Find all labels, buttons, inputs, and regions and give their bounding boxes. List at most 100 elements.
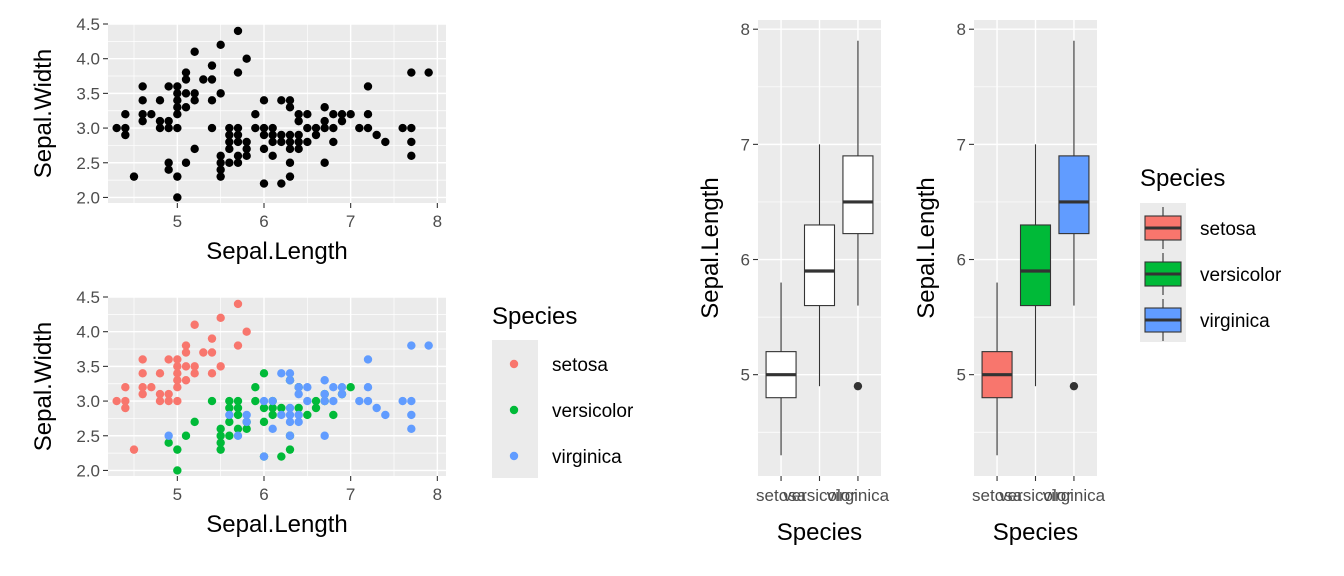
data-point-sepal [155,123,165,133]
data-point-virginica [268,424,277,434]
legend-label-setosa: setosa [552,355,608,376]
data-point-sepal [285,96,295,105]
data-point-sepal [285,103,295,112]
data-point-virginica [285,403,295,413]
y-tick-label: 6 [741,251,750,270]
data-point-versicolor [277,403,286,413]
outlier-point-virginica [853,381,863,391]
data-point-setosa [216,362,225,371]
y-tick-label: 2.0 [76,188,100,207]
box-virginica [842,155,874,235]
data-point-versicolor [181,431,191,440]
data-point-sepal [277,96,286,105]
data-point-versicolor [311,396,321,406]
data-point-versicolor [303,410,312,420]
data-point-virginica [294,410,303,420]
data-point-virginica [242,410,251,420]
data-point-setosa [155,389,165,399]
data-point-virginica [268,396,277,406]
data-point-sepal [259,96,269,105]
legend-label-virginica: virginica [552,447,622,468]
y-tick-label: 4.0 [76,50,100,69]
x-tick-label-versicolor: versicolor [783,486,856,505]
data-point-setosa [164,355,173,364]
data-point-sepal [294,144,303,154]
data-point-virginica [277,369,286,378]
legend-title: Species [1140,165,1225,192]
data-point-versicolor [225,396,234,406]
data-point-sepal [294,137,303,147]
data-point-setosa [129,445,139,454]
panel-background [108,297,446,476]
data-point-versicolor [251,382,260,392]
data-point-sepal [155,116,165,126]
data-point-setosa [181,341,191,350]
y-axis-title: Sepal.Width [30,322,57,451]
x-tick-label: 7 [346,485,355,504]
data-point-setosa [121,403,130,413]
data-point-sepal [216,165,225,174]
x-axis-title: Species [777,519,862,546]
data-point-versicolor [233,396,243,406]
x-axis-title: Sepal.Length [206,511,347,538]
data-point-sepal [294,130,303,140]
y-tick-label: 7 [741,135,750,154]
data-point-virginica [294,417,303,427]
data-point-sepal [207,96,217,105]
data-point-sepal [207,123,217,133]
data-point-sepal [268,130,277,140]
data-point-setosa [164,396,173,406]
data-point-sepal [190,96,199,105]
data-point-setosa [147,382,156,392]
data-point-sepal [233,26,243,36]
y-tick-label: 8 [741,20,750,39]
data-point-virginica [355,396,364,406]
data-point-versicolor [216,445,225,454]
data-point-sepal [355,123,364,133]
data-point-sepal [285,144,295,154]
data-point-sepal [311,130,321,140]
legend-key-setosa [509,359,519,369]
data-point-sepal [216,158,225,167]
data-point-sepal [259,123,269,133]
data-point-setosa [190,362,199,371]
data-point-versicolor [173,445,182,454]
data-point-sepal [407,137,416,147]
data-point-sepal [320,116,329,126]
data-point-setosa [155,369,165,378]
data-point-virginica [233,431,243,440]
data-point-sepal [173,103,182,112]
data-point-setosa [216,313,225,323]
data-point-virginica [337,389,347,399]
data-point-sepal [181,103,191,112]
legend-key-versicolor [509,405,519,415]
data-point-sepal [216,89,225,98]
data-point-sepal [233,130,243,140]
data-point-sepal [225,144,234,154]
data-point-setosa [233,299,243,309]
y-tick-label: 6 [957,251,966,270]
x-tick-label: 6 [259,485,268,504]
data-point-versicolor [268,410,277,420]
data-point-virginica [320,431,329,440]
x-tick-label: 8 [433,485,442,504]
data-point-sepal [181,158,191,167]
y-tick-label: 8 [957,20,966,39]
data-point-setosa [173,362,182,371]
data-point-virginica [164,431,173,440]
data-point-sepal [233,151,243,161]
data-point-setosa [199,348,208,357]
y-tick-label: 2.0 [76,461,100,480]
data-point-sepal [225,158,234,167]
data-point-virginica [407,424,416,434]
data-point-virginica [303,396,312,406]
data-point-sepal [285,137,295,147]
data-point-setosa [181,348,191,357]
data-point-sepal [233,137,243,147]
data-point-setosa [173,396,182,406]
data-point-virginica [363,382,373,392]
data-point-versicolor [207,396,217,406]
y-tick-label: 5 [957,366,966,385]
